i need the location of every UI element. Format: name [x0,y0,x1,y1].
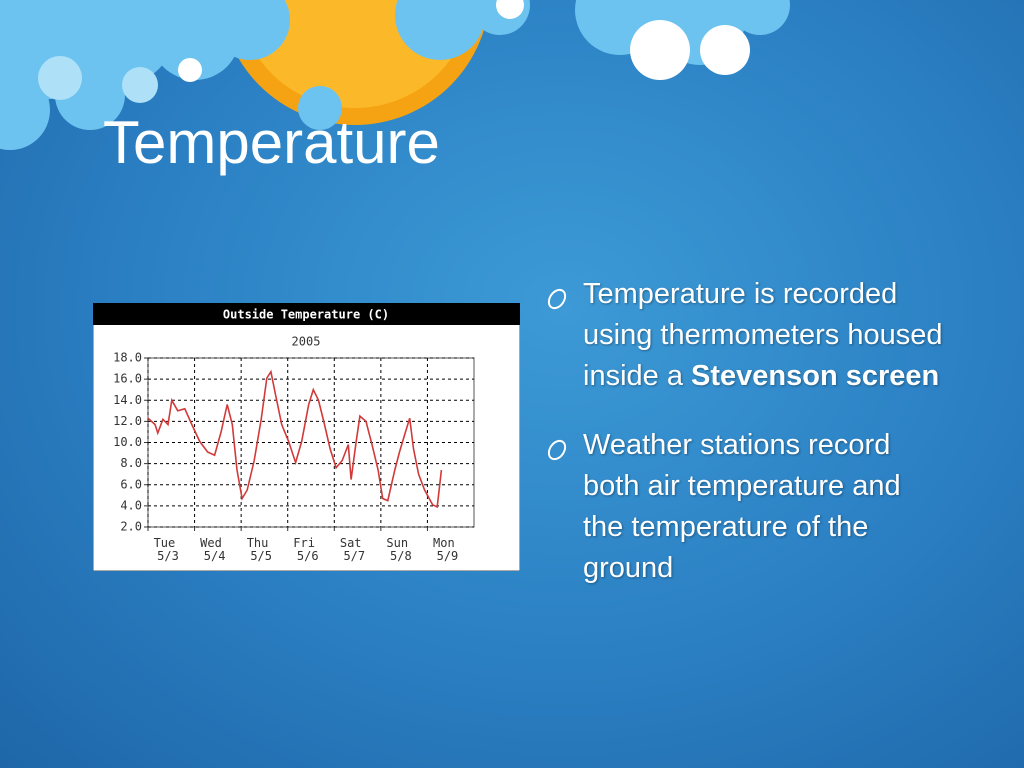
x-tick-label: Sat 5/7 [340,536,369,563]
bullet: Weather stations record both air tempera… [545,425,945,589]
bullet-text: Temperature is recorded using thermomete… [583,278,943,392]
bullet-text: Weather stations record both air tempera… [583,429,901,584]
y-tick-label: 2.0 [120,520,142,534]
bullet: Temperature is recorded using thermomete… [545,274,945,397]
x-tick-label: Sun 5/8 [386,536,415,563]
y-tick-label: 12.0 [113,414,142,428]
y-tick-label: 18.0 [113,351,142,365]
temperature-line [147,369,443,509]
bullet-list: Temperature is recorded using thermomete… [545,274,945,617]
bullet-bold-text: Stevenson screen [691,360,940,392]
y-tick-label: 4.0 [120,498,142,512]
y-tick-label: 8.0 [120,456,142,470]
x-tick-label: Fri 5/6 [293,536,322,563]
x-tick-label: Thu 5/5 [247,536,276,563]
slide-title: Temperature [103,109,440,176]
y-tick-label: 14.0 [113,393,142,407]
x-tick-label: Wed 5/4 [200,536,229,563]
chart-subtitle: 2005 [292,335,321,349]
y-tick-label: 10.0 [113,435,142,449]
x-tick-label: Tue 5/3 [154,536,183,563]
chart-title: Outside Temperature (C) [223,308,389,322]
chart: Outside Temperature (C) 2005 2.0 4.0 6.0 8.… [93,303,520,571]
chart-frame [93,303,520,571]
chart-header [93,303,520,325]
y-tick-label: 6.0 [120,477,142,491]
x-tick-label: Mon 5/9 [433,536,462,563]
y-tick-label: 16.0 [113,372,142,386]
